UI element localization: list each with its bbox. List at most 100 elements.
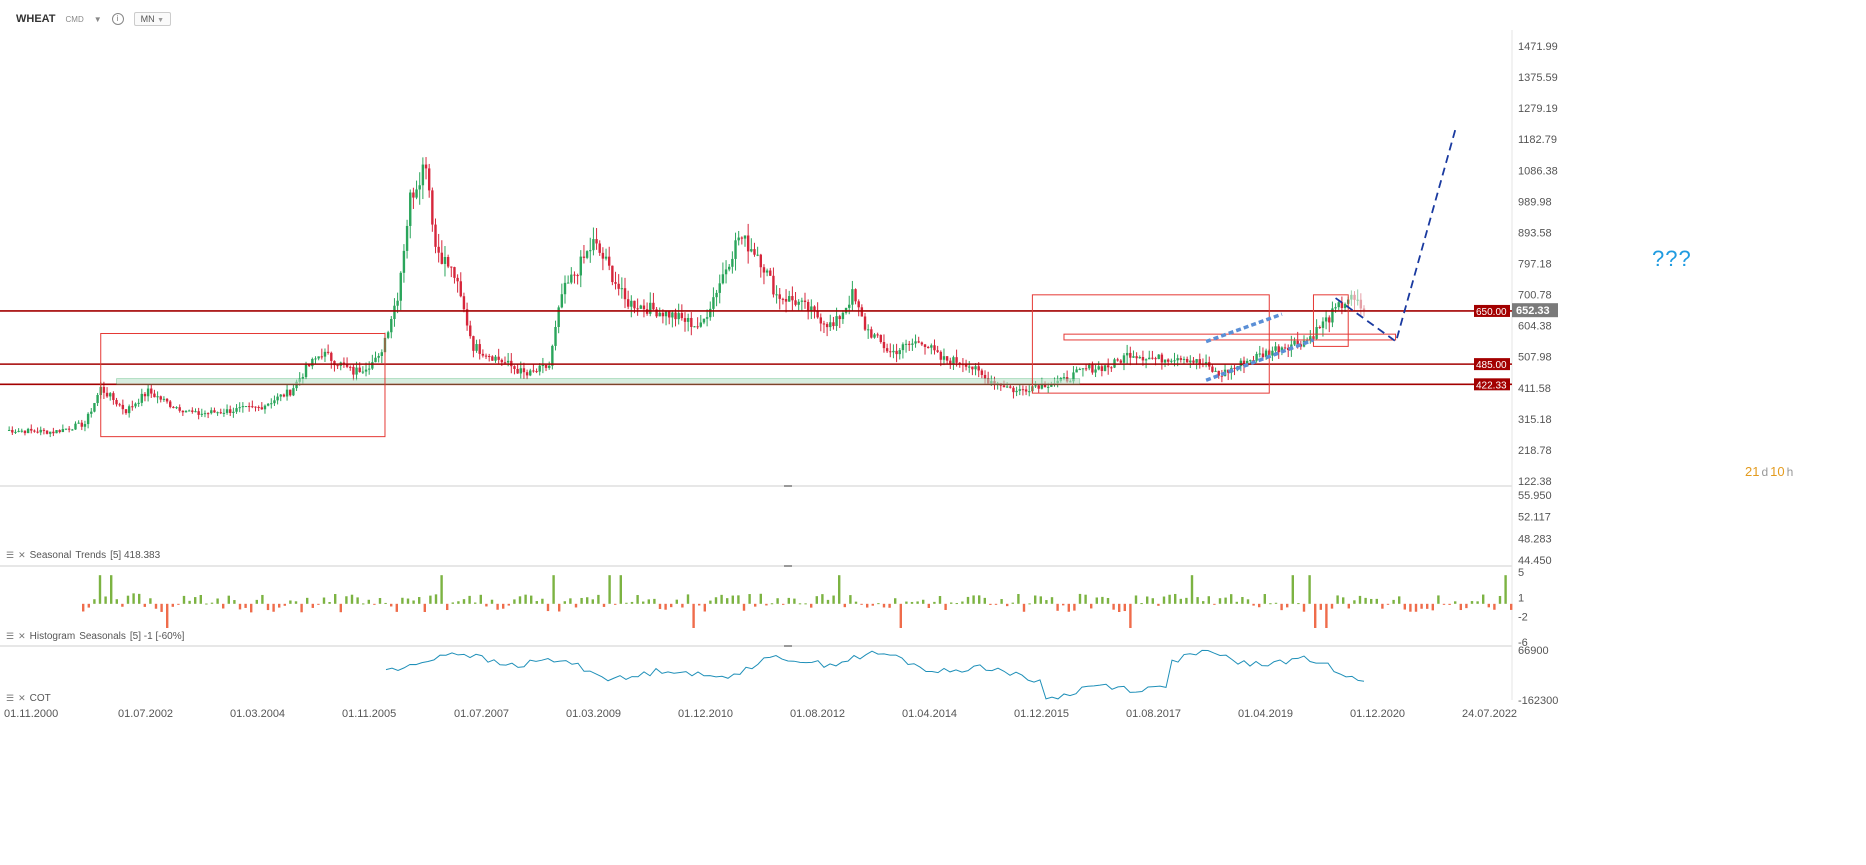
candle xyxy=(162,396,166,402)
candle-body xyxy=(361,371,365,373)
candle xyxy=(1132,350,1135,358)
histogram-bar xyxy=(266,603,270,611)
histogram-bar xyxy=(1269,603,1272,605)
candle xyxy=(191,407,194,414)
candle xyxy=(794,292,797,307)
candle xyxy=(1277,344,1280,359)
pane-resize-handle xyxy=(784,485,792,487)
candle xyxy=(705,309,709,327)
candle xyxy=(491,355,494,361)
candle xyxy=(778,287,781,310)
histogram-bar xyxy=(1448,603,1451,605)
histogram-bar xyxy=(132,593,135,604)
candle xyxy=(1201,358,1205,368)
symbol-label[interactable]: WHEAT xyxy=(16,13,56,25)
histogram-bar xyxy=(367,599,370,604)
candle-body xyxy=(1328,317,1331,323)
candle xyxy=(923,343,927,355)
candle xyxy=(462,292,466,313)
candle xyxy=(1144,358,1148,369)
candle-body xyxy=(333,360,336,366)
candle-body xyxy=(487,355,491,357)
candle-body xyxy=(475,344,478,351)
histogram-bar xyxy=(1487,603,1490,608)
candle-body xyxy=(1258,353,1261,355)
indicator-menu-icon[interactable]: ☰ xyxy=(6,550,15,560)
histogram-bar xyxy=(966,596,970,604)
candle-body xyxy=(743,235,747,239)
candle-body xyxy=(585,251,589,258)
price-tick-label: 700.78 xyxy=(1518,290,1552,302)
histogram-bar xyxy=(726,598,729,604)
candle xyxy=(968,361,971,373)
candle xyxy=(487,353,491,362)
candle-body xyxy=(1002,385,1006,388)
candle-body xyxy=(169,401,172,407)
candle xyxy=(263,404,267,414)
candle-body xyxy=(1204,362,1208,365)
candle xyxy=(371,354,374,371)
close-icon[interactable]: ✕ xyxy=(18,550,26,560)
candle xyxy=(734,232,737,271)
indicator-menu-icon[interactable]: ☰ xyxy=(6,693,15,703)
timeframe-select[interactable]: MN ▼ xyxy=(133,12,172,26)
candle-body xyxy=(36,431,39,433)
histogram-bar xyxy=(1050,597,1054,604)
candle xyxy=(560,283,564,309)
candle-body xyxy=(538,365,541,372)
candle-body xyxy=(1277,346,1280,353)
info-icon[interactable]: i xyxy=(111,13,124,25)
close-icon[interactable]: ✕ xyxy=(18,631,26,641)
histogram-bar xyxy=(373,603,376,605)
candle xyxy=(841,310,845,324)
candle-body xyxy=(1037,385,1040,389)
indicator-menu-icon[interactable]: ☰ xyxy=(6,631,15,641)
date-tick-label: 01.07.2002 xyxy=(118,708,173,720)
candle-body xyxy=(358,367,361,372)
candle-body xyxy=(1072,372,1075,382)
candle-body xyxy=(1324,317,1328,322)
candle xyxy=(64,428,68,431)
candle-body xyxy=(683,318,687,322)
candle-body xyxy=(396,300,399,306)
histogram-bar xyxy=(154,603,158,609)
histogram-bar xyxy=(177,603,180,605)
candle-body xyxy=(889,351,892,353)
candle-body xyxy=(1353,294,1356,300)
candle xyxy=(71,428,74,431)
date-tick-label: 01.08.2012 xyxy=(790,708,845,720)
histogram-bar xyxy=(642,601,645,604)
histogram-bar xyxy=(390,603,393,607)
candle xyxy=(393,298,396,327)
histogram-bar xyxy=(1381,603,1384,609)
candle xyxy=(459,272,462,298)
candle xyxy=(870,326,873,339)
chevron-down-icon[interactable]: ▼ xyxy=(93,14,102,24)
candle-body xyxy=(289,389,292,396)
candle xyxy=(980,368,984,379)
histogram-bar xyxy=(955,603,958,605)
candle-body xyxy=(977,366,980,371)
price-tick-label: 122.38 xyxy=(1518,476,1552,488)
candle-body xyxy=(1094,369,1097,373)
candle-body xyxy=(914,341,917,344)
candle xyxy=(810,299,813,319)
candle xyxy=(1217,370,1220,379)
close-icon[interactable]: ✕ xyxy=(18,693,26,703)
histogram-bar xyxy=(1308,575,1311,604)
histogram-bar xyxy=(1437,595,1440,604)
histogram-bar xyxy=(664,603,667,610)
histogram-bar xyxy=(938,596,942,604)
candle-body xyxy=(1012,387,1015,393)
candle-body xyxy=(964,364,968,367)
candle xyxy=(150,383,153,398)
candle xyxy=(728,264,731,272)
channel-lower-line xyxy=(1205,338,1315,382)
candle-body xyxy=(102,386,106,393)
question-annotation: ??? xyxy=(1652,246,1692,271)
histogram-bar xyxy=(462,599,466,604)
candle-body xyxy=(728,266,731,270)
histogram-bar xyxy=(1218,598,1222,604)
candle-body xyxy=(434,224,437,247)
